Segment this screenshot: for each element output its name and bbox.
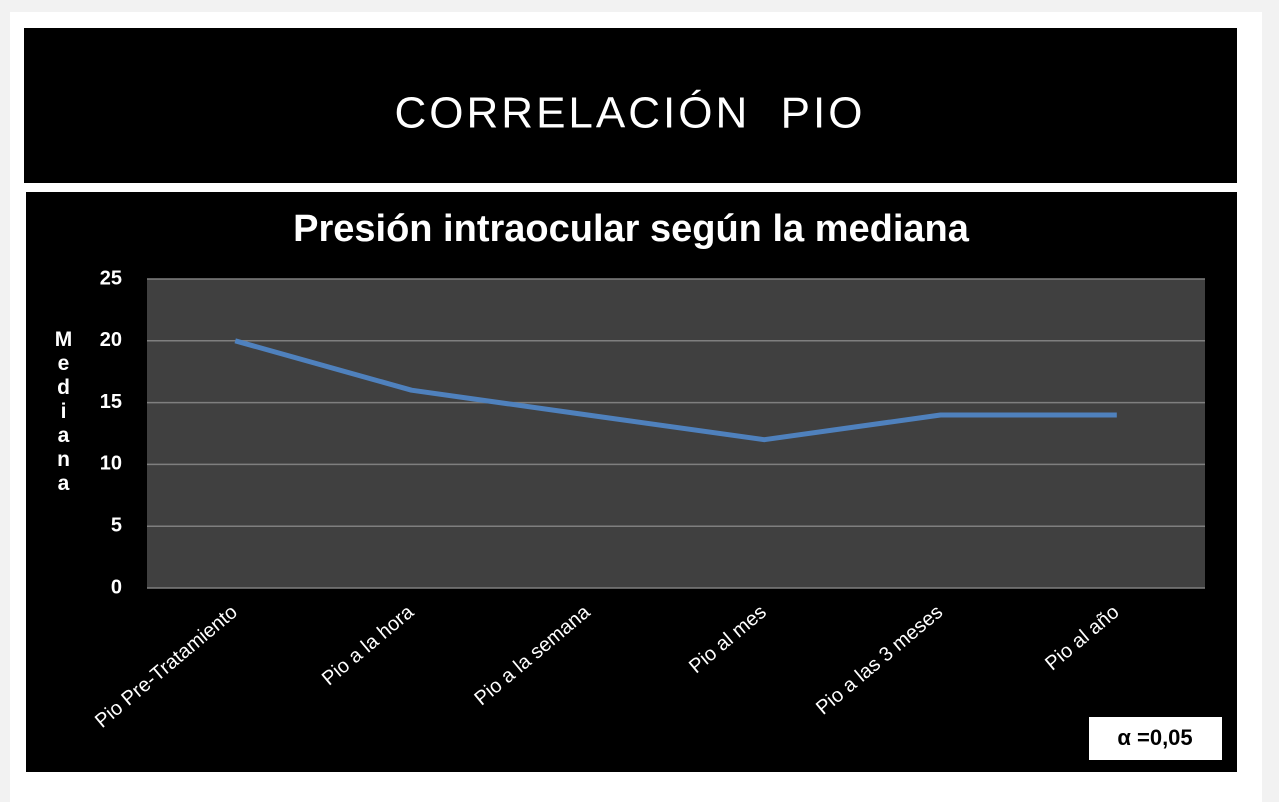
title-box	[24, 28, 1237, 183]
y-tick-label: 10	[100, 453, 122, 475]
y-tick-label: 0	[111, 576, 122, 598]
y-tick-label: 5	[111, 514, 122, 536]
annotation-box	[1089, 717, 1222, 760]
y-axis-label: Mediana	[52, 328, 75, 496]
annotation: α =0,05	[1117, 725, 1192, 750]
line-series	[234, 338, 1117, 443]
y-tick-label: 15	[100, 391, 122, 413]
chart-title: Presión intraocular según la mediana	[293, 208, 970, 250]
plot-area	[147, 279, 1205, 588]
slide-title: CORRELACIÓN PIO	[395, 89, 866, 138]
y-tick-label: 20	[100, 329, 122, 351]
y-tick-label: 25	[100, 267, 122, 289]
